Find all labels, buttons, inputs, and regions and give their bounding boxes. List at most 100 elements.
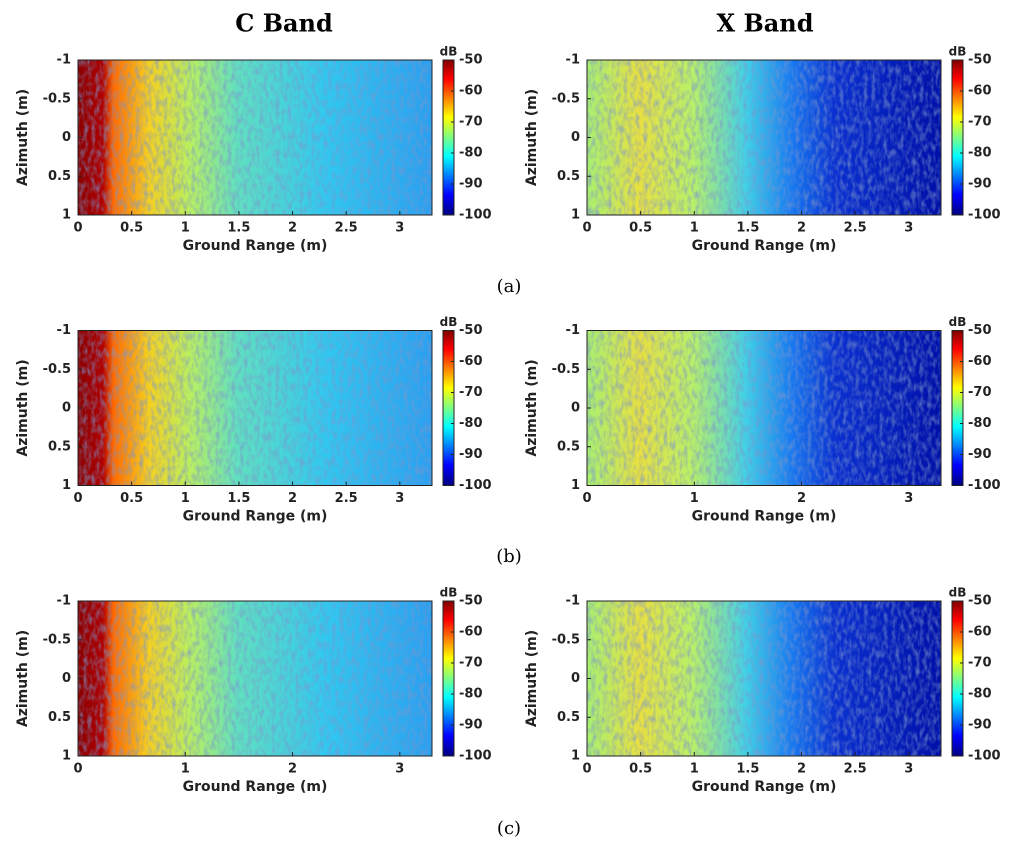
caption: (c) — [497, 818, 521, 839]
y-tick-label: 1 — [571, 208, 580, 223]
x-axis-label: Ground Range (m) — [183, 779, 328, 795]
y-axis-label: Azimuth (m) — [524, 630, 540, 727]
y-tick-label: 0 — [62, 401, 71, 416]
x-tick-label: 1 — [181, 491, 190, 506]
colorbar — [442, 59, 455, 216]
y-tick-label: 0.5 — [48, 169, 71, 184]
y-axis-label: Azimuth (m) — [15, 630, 31, 727]
colorbar-tick-label: -90 — [459, 718, 483, 733]
x-tick-label: 2 — [797, 491, 806, 506]
x-tick-label: 3 — [904, 221, 913, 236]
colorbar-tick-label: -100 — [459, 478, 492, 493]
y-tick-label: -0.5 — [552, 362, 580, 377]
x-tick-label: 3 — [904, 762, 913, 777]
x-tick-label: 0 — [582, 491, 591, 506]
x-tick-label: 1 — [181, 762, 190, 777]
x-tick-label: 2.5 — [844, 221, 867, 236]
colorbar-label: dB — [440, 315, 458, 329]
x-tick-label: 3 — [395, 762, 404, 777]
x-tick-label: 0 — [582, 762, 591, 777]
y-tick-label: -0.5 — [43, 91, 71, 106]
colorbar-tick-label: -100 — [459, 749, 492, 764]
colorbar-tick-label: -90 — [968, 718, 992, 733]
x-tick-label: 2 — [288, 491, 297, 506]
colorbar-label: dB — [440, 45, 458, 59]
y-tick-label: 1 — [62, 749, 71, 764]
y-tick-label: -1 — [57, 53, 71, 68]
x-tick-label: 1 — [181, 221, 190, 236]
colorbar-tick-label: -80 — [968, 416, 992, 431]
y-tick-label: 1 — [62, 478, 71, 493]
colorbar-tick-label: -50 — [459, 594, 483, 609]
y-tick-label: 0 — [571, 130, 580, 145]
x-tick-label: 3 — [395, 491, 404, 506]
x-tick-label: 2 — [797, 762, 806, 777]
x-tick-label: 0 — [73, 221, 82, 236]
y-tick-label: 0.5 — [48, 710, 71, 725]
x-tick-label: 2.5 — [335, 221, 358, 236]
colorbar-tick-label: -80 — [459, 687, 483, 702]
x-tick-label: 1 — [690, 221, 699, 236]
colorbar-tick-label: -90 — [459, 447, 483, 462]
heatmap-texture — [78, 330, 432, 486]
colorbar-tick-label: -100 — [968, 749, 1001, 764]
y-tick-label: -1 — [57, 594, 71, 609]
colorbar — [442, 600, 455, 757]
x-tick-label: 0.5 — [120, 221, 143, 236]
colorbar — [951, 59, 964, 216]
x-tick-label: 2.5 — [335, 491, 358, 506]
x-tick-label: 3 — [904, 491, 913, 506]
x-tick-label: 1.5 — [227, 221, 250, 236]
y-tick-label: -1 — [566, 323, 580, 338]
y-axis-label: Azimuth (m) — [524, 89, 540, 186]
y-tick-label: 0.5 — [557, 710, 580, 725]
x-axis-label: Ground Range (m) — [692, 509, 837, 525]
colorbar-label: dB — [949, 315, 967, 329]
colorbar-tick-label: -90 — [459, 177, 483, 192]
x-tick-label: 1.5 — [736, 221, 759, 236]
colorbar-label: dB — [949, 586, 967, 600]
caption: (b) — [496, 546, 522, 567]
heatmap-texture — [78, 60, 432, 215]
x-axis-label: Ground Range (m) — [183, 238, 328, 254]
x-tick-label: 3 — [395, 221, 404, 236]
y-axis-label: Azimuth (m) — [15, 359, 31, 456]
column-title: C Band — [235, 9, 333, 38]
colorbar-tick-label: -80 — [968, 687, 992, 702]
colorbar — [951, 600, 964, 757]
colorbar-tick-label: -70 — [968, 115, 992, 130]
x-tick-label: 1.5 — [736, 762, 759, 777]
colorbar-tick-label: -90 — [968, 177, 992, 192]
colorbar-tick-label: -100 — [459, 208, 492, 223]
colorbar-tick-label: -100 — [968, 478, 1001, 493]
y-tick-label: -1 — [566, 594, 580, 609]
caption: (a) — [497, 276, 522, 297]
y-tick-label: -0.5 — [43, 632, 71, 647]
colorbar-tick-label: -80 — [968, 146, 992, 161]
y-tick-label: 0.5 — [557, 169, 580, 184]
y-tick-label: 0 — [571, 401, 580, 416]
heatmap-texture — [78, 601, 432, 756]
y-tick-label: -0.5 — [552, 632, 580, 647]
y-tick-label: 1 — [571, 478, 580, 493]
colorbar-label: dB — [949, 45, 967, 59]
colorbar — [951, 330, 964, 486]
heatmap-texture — [587, 330, 941, 486]
colorbar-tick-label: -80 — [459, 146, 483, 161]
colorbar-tick-label: -60 — [459, 84, 483, 99]
colorbar-tick-label: -60 — [968, 625, 992, 640]
y-tick-label: -0.5 — [43, 362, 71, 377]
x-tick-label: 0.5 — [629, 221, 652, 236]
x-tick-label: 1 — [690, 762, 699, 777]
y-axis-label: Azimuth (m) — [524, 359, 540, 456]
y-tick-label: 0 — [571, 671, 580, 686]
colorbar-tick-label: -70 — [459, 385, 483, 400]
x-axis-label: Ground Range (m) — [692, 238, 837, 254]
x-tick-label: 1 — [690, 491, 699, 506]
colorbar-tick-label: -90 — [968, 447, 992, 462]
colorbar-tick-label: -70 — [459, 115, 483, 130]
y-axis-label: Azimuth (m) — [15, 89, 31, 186]
colorbar-tick-label: -70 — [459, 656, 483, 671]
colorbar-tick-label: -50 — [459, 53, 483, 68]
